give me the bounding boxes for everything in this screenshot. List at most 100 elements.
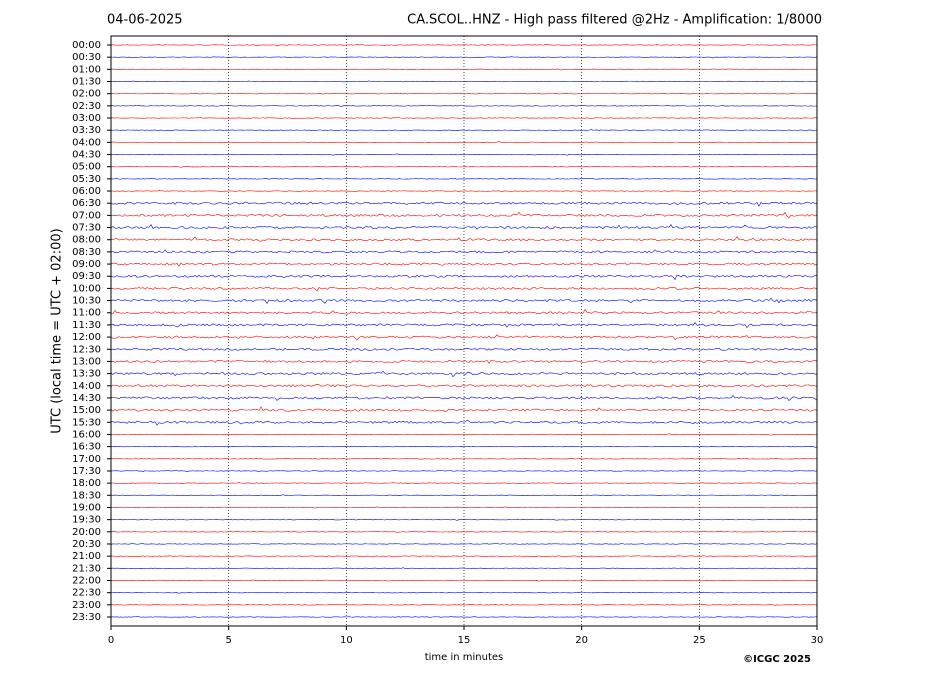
y-tick-label: 09:00 [72, 259, 101, 270]
trace [110, 286, 818, 292]
y-tick-label: 12:30 [72, 344, 101, 355]
y-tick-label: 11:30 [72, 320, 101, 331]
y-tick-label: 07:30 [72, 223, 101, 234]
trace [110, 567, 818, 570]
trace [110, 419, 818, 426]
trace [110, 481, 818, 484]
trace [110, 406, 818, 412]
trace [110, 592, 818, 594]
y-tick-label: 23:00 [72, 600, 101, 611]
y-tick-label: 18:00 [72, 478, 101, 489]
y-tick-label: 04:30 [72, 150, 101, 161]
trace [110, 105, 818, 107]
y-tick-label: 01:00 [72, 64, 101, 75]
trace [110, 165, 818, 168]
trace [110, 274, 818, 281]
y-tick-label: 05:30 [72, 174, 101, 185]
y-tick-label: 21:00 [72, 551, 101, 562]
trace [110, 542, 818, 545]
trace [110, 93, 818, 95]
trace [110, 555, 818, 558]
y-tick-label: 01:30 [72, 77, 101, 88]
trace [110, 56, 818, 59]
credit: ©ICGC 2025 [743, 654, 811, 665]
y-tick-label: 13:00 [72, 356, 101, 367]
trace [110, 395, 818, 402]
trace [110, 384, 818, 388]
y-tick-label: 19:00 [72, 502, 101, 513]
y-tick-label: 00:00 [72, 40, 101, 51]
y-tick-label: 21:30 [72, 563, 101, 574]
y-tick-label: 04:00 [72, 137, 101, 148]
y-tick-label: 17:30 [72, 466, 101, 477]
trace [110, 603, 818, 606]
y-tick-label: 03:30 [72, 125, 101, 136]
y-tick-label: 17:00 [72, 454, 101, 465]
trace [110, 433, 818, 436]
x-tick-label: 5 [225, 635, 231, 646]
trace [110, 322, 818, 329]
y-tick-label: 23:30 [72, 612, 101, 623]
trace [110, 190, 818, 193]
trace [110, 211, 818, 219]
trace [110, 506, 818, 509]
y-tick-label: 07:00 [72, 210, 101, 221]
y-tick-label: 13:30 [72, 369, 101, 380]
trace [110, 249, 818, 254]
x-tick-label: 15 [458, 635, 471, 646]
trace [110, 80, 818, 83]
y-tick-label: 16:30 [72, 442, 101, 453]
y-axis-label: UTC (local time = UTC + 02:00) [50, 228, 65, 433]
y-tick-label: 12:00 [72, 332, 101, 343]
y-tick-label: 14:30 [72, 393, 101, 404]
y-tick-label: 15:00 [72, 405, 101, 416]
trace [110, 494, 818, 496]
trace [110, 616, 818, 618]
y-tick-label: 10:30 [72, 296, 101, 307]
y-tick-label: 10:00 [72, 283, 101, 294]
y-tick-label: 05:00 [72, 162, 101, 173]
x-tick-label: 20 [575, 635, 588, 646]
y-tick-label: 20:00 [72, 527, 101, 538]
y-tick-label: 14:00 [72, 381, 101, 392]
trace [110, 68, 818, 71]
y-tick-label: 09:30 [72, 271, 101, 282]
trace [110, 531, 818, 533]
trace [110, 153, 818, 156]
trace [110, 43, 818, 47]
trace [110, 370, 818, 378]
trace [110, 236, 818, 242]
y-tick-label: 16:00 [72, 429, 101, 440]
trace [110, 178, 818, 180]
y-tick-label: 15:30 [72, 417, 101, 428]
y-tick-label: 00:30 [72, 52, 101, 63]
y-tick-label: 06:30 [72, 198, 101, 209]
trace [110, 201, 818, 207]
chart-title: CA.SCOL..HNZ - High pass filtered @2Hz -… [407, 13, 822, 28]
trace [110, 141, 818, 144]
trace [110, 297, 818, 305]
trace [110, 223, 818, 230]
trace [110, 457, 818, 460]
y-tick-label: 02:00 [72, 89, 101, 100]
date: 04-06-2025 [107, 13, 183, 28]
trace [110, 579, 818, 582]
trace [110, 470, 818, 473]
plot-frame [110, 35, 818, 627]
y-tick-label: 03:00 [72, 113, 101, 124]
x-tick-label: 10 [340, 635, 353, 646]
y-tick-label: 08:30 [72, 247, 101, 258]
trace [110, 117, 818, 119]
y-tick-label: 20:30 [72, 539, 101, 550]
y-tick-label: 18:30 [72, 490, 101, 501]
y-tick-label: 11:00 [72, 308, 101, 319]
trace [110, 309, 818, 315]
y-tick-label: 02:30 [72, 101, 101, 112]
trace [110, 129, 818, 131]
x-tick-label: 25 [693, 635, 706, 646]
trace [110, 334, 818, 341]
x-axis-label: time in minutes [425, 652, 504, 663]
x-tick-label: 30 [811, 635, 824, 646]
